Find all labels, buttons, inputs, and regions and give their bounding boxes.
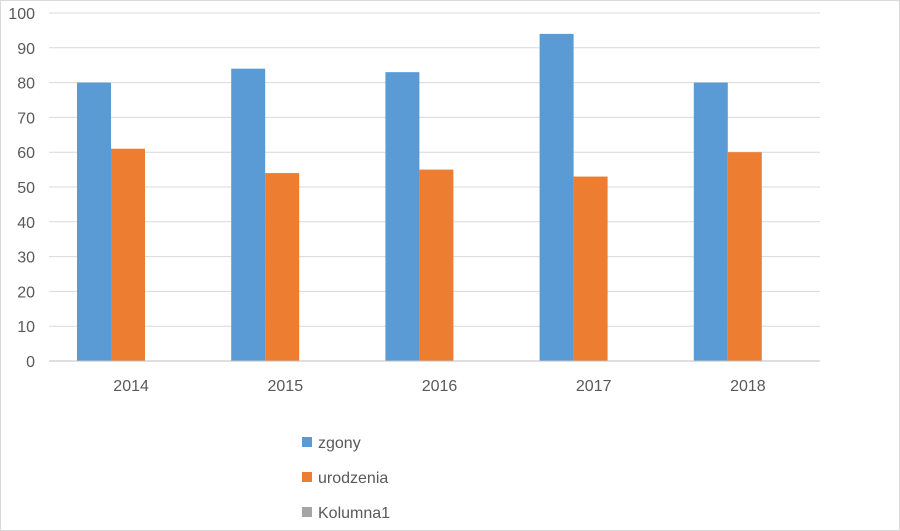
bar-urodzenia-2018 xyxy=(727,152,762,361)
bar-urodzenia-2014 xyxy=(111,148,145,361)
bar-zgony-2016 xyxy=(385,72,420,361)
legend-label: Kolumna1 xyxy=(318,505,390,522)
y-tick-label: 20 xyxy=(17,284,35,301)
bar-zgony-2018 xyxy=(693,82,728,361)
x-tick-label: 2015 xyxy=(268,378,304,395)
legend-label: zgony xyxy=(318,435,361,452)
legend-label: urodzenia xyxy=(318,470,388,487)
y-tick-labels: 0 10 20 30 40 50 60 70 80 90 100 xyxy=(8,6,35,371)
bars xyxy=(77,33,762,362)
y-tick-label: 60 xyxy=(17,145,35,162)
y-tick-label: 40 xyxy=(17,215,35,232)
bar-zgony-2014 xyxy=(77,82,111,361)
legend-swatch-Kolumna1 xyxy=(302,507,312,517)
y-tick-label: 10 xyxy=(17,319,35,336)
legend-swatch-urodzenia xyxy=(302,472,312,482)
x-tick-label: 2017 xyxy=(576,378,612,395)
x-tick-label: 2018 xyxy=(730,378,766,395)
bar-zgony-2015 xyxy=(231,68,266,362)
y-tick-label: 70 xyxy=(17,110,35,127)
x-tick-label: 2016 xyxy=(422,378,458,395)
legend-swatch-zgony xyxy=(302,437,312,447)
bar-urodzenia-2017 xyxy=(573,176,608,361)
x-tick-label: 2014 xyxy=(113,378,149,395)
y-tick-label: 50 xyxy=(17,180,35,197)
bar-urodzenia-2015 xyxy=(265,173,300,361)
x-tick-labels: 2014 2015 2016 2017 2018 xyxy=(113,378,765,395)
y-tick-label: 30 xyxy=(17,250,35,267)
y-tick-label: 100 xyxy=(8,6,35,23)
legend: zgony urodzenia Kolumna1 xyxy=(302,435,390,522)
y-tick-label: 0 xyxy=(26,354,35,371)
y-tick-label: 80 xyxy=(17,76,35,93)
bar-urodzenia-2016 xyxy=(419,169,454,361)
bar-zgony-2017 xyxy=(539,33,574,361)
y-tick-label: 90 xyxy=(17,41,35,58)
